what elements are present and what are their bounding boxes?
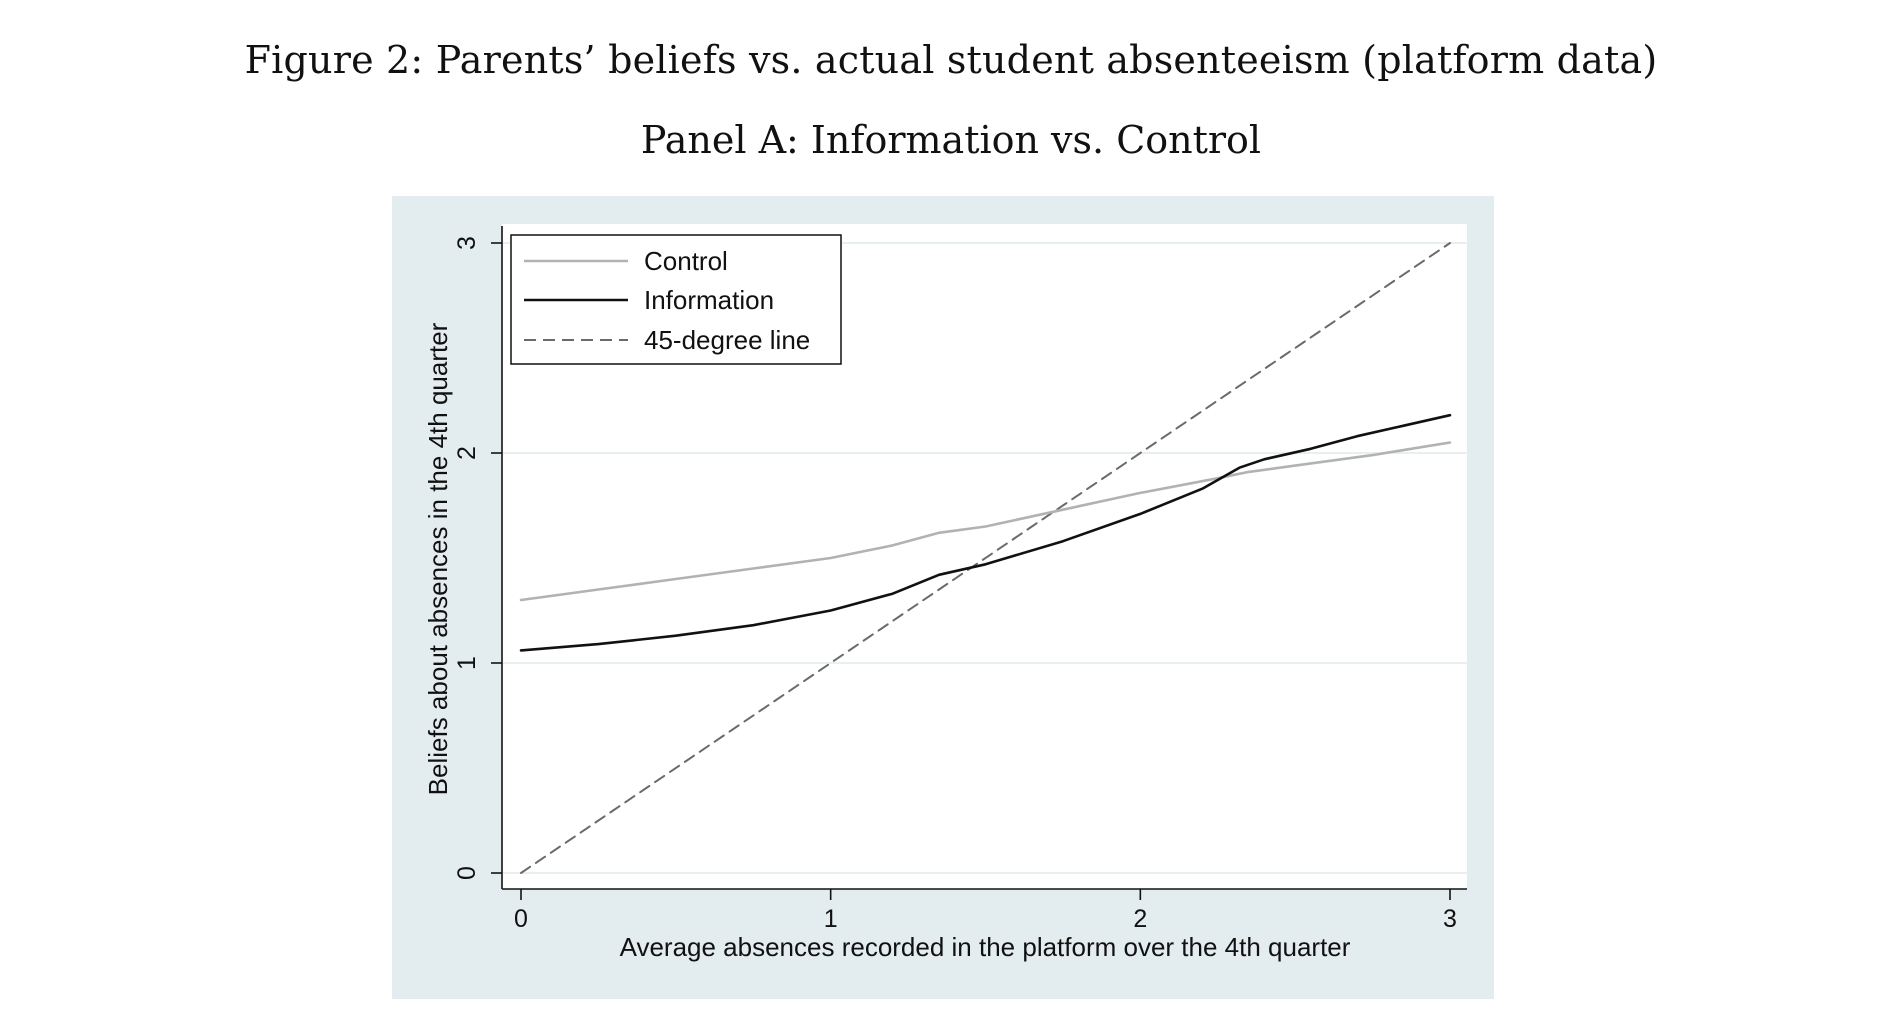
legend-label-information: Information [644, 285, 774, 315]
y-tick-label: 0 [453, 866, 481, 880]
legend-label-45-degree: 45-degree line [644, 325, 810, 355]
y-axis-label: Beliefs about absences in the 4th quarte… [423, 322, 453, 795]
legend-label-control: Control [644, 246, 728, 276]
series-line-control [519, 441, 1452, 602]
panel-title: Panel A: Information vs. Control [640, 118, 1262, 162]
x-tick-label: 0 [514, 905, 528, 933]
y-tick-label: 2 [453, 446, 481, 460]
y-tick-label: 1 [453, 656, 481, 670]
x-tick-label: 3 [1443, 905, 1457, 933]
series-line-information [519, 413, 1452, 652]
x-tick-label: 2 [1133, 905, 1147, 933]
gridlines [503, 242, 1467, 874]
ticks: 0 1 2 3 0 1 2 3 [453, 236, 1457, 933]
y-tick-label: 3 [453, 236, 481, 250]
series-line-45-degree [520, 242, 1451, 874]
x-axis-label: Average absences recorded in the platfor… [620, 932, 1351, 962]
x-tick-label: 1 [824, 905, 838, 933]
figure-title: Figure 2: Parents’ beliefs vs. actual st… [244, 38, 1658, 82]
series-layer [519, 242, 1452, 874]
legend: Control Information 45-degree line [510, 234, 842, 365]
axes [501, 226, 1467, 890]
